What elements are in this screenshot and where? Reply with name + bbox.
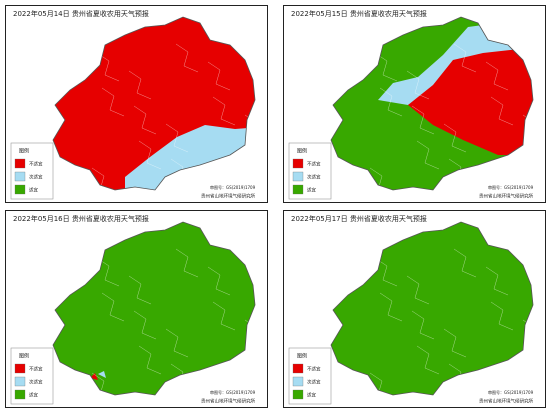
approval-number: 审图号：GS(2019)1709 [488,184,534,190]
legend-title: 图例 [297,148,307,155]
county-border [374,257,398,287]
legend-label: 适宜 [29,187,38,194]
legend-box [10,142,54,200]
institute-name: 贵州省山地环境气候研究所 [479,398,533,405]
county-border [443,328,467,358]
legend-swatch [292,376,304,387]
county-border [369,167,393,190]
province-outline [52,16,256,191]
county-border [443,123,467,153]
county-border [490,96,514,126]
panel-title: 2022年05月14日 贵州省夏收农用天气预报 [13,9,149,18]
county-border [453,248,477,278]
county-border [379,87,403,117]
legend-label: 不适宜 [307,366,321,373]
legend-label: 不适宜 [307,161,321,168]
legend-label: 次适宜 [29,379,43,386]
county-border [96,257,120,287]
county-border [212,301,236,331]
province-outline [52,221,256,396]
approval-number: 审图号：GS(2019)1709 [488,389,534,395]
county-border [165,123,189,153]
legend-swatch [14,158,26,169]
county-border [207,61,231,91]
legend-label: 适宜 [307,392,316,399]
county-border [138,140,162,170]
forecast-region [408,47,533,155]
panel-title: 2022年05月15日 贵州省夏收农用天气预报 [291,9,427,18]
forecast-region [98,371,106,378]
county-border [207,266,231,296]
legend-label: 适宜 [29,392,38,399]
institute-name: 贵州省山地环境气候研究所 [201,193,255,200]
legend-swatch [14,363,26,374]
county-border [128,275,152,305]
legend-label: 不适宜 [29,366,43,373]
county-border [91,167,115,190]
legend-label: 适宜 [307,187,316,194]
county-border [485,61,509,91]
county-border [175,248,199,278]
county-border [406,275,430,305]
institute-name: 贵州省山地环境气候研究所 [201,398,255,405]
legend-title: 图例 [19,148,29,155]
legend-swatch [14,376,26,387]
legend-label: 次适宜 [29,174,43,181]
county-border [175,43,199,73]
county-border [411,105,435,135]
legend-label: 不适宜 [29,161,43,168]
panel-title: 2022年05月16日 贵州省夏收农用天气预报 [13,214,149,223]
county-border [416,140,440,170]
legend-label: 次适宜 [307,379,321,386]
legend-title: 图例 [297,353,307,360]
county-border [165,328,189,358]
institute-name: 贵州省山地环境气候研究所 [479,193,533,200]
county-border [453,43,477,73]
county-border [369,372,393,395]
county-border [101,292,125,322]
county-border [411,310,435,340]
province-outline [330,221,534,396]
legend-swatch [292,363,304,374]
legend-swatch [292,158,304,169]
county-border [212,96,236,126]
county-border [485,266,509,296]
county-border [96,52,120,82]
legend-label: 次适宜 [307,174,321,181]
legend-swatch [14,171,26,182]
county-border [406,70,430,100]
panel-title: 2022年05月17日 贵州省夏收农用天气预报 [291,214,427,223]
county-border [379,292,403,322]
legend-swatch [292,171,304,182]
legend-title: 图例 [19,353,29,360]
legend-swatch [292,184,304,195]
approval-number: 审图号：GS(2019)1709 [210,389,256,395]
forecast-region [378,23,518,105]
county-border [91,372,115,395]
legend-swatch [14,389,26,400]
county-border [128,70,152,100]
county-border [416,345,440,375]
county-border [374,52,398,82]
legend-swatch [292,389,304,400]
county-border [101,87,125,117]
county-border [133,310,157,340]
county-border [133,105,157,135]
legend-swatch [14,184,26,195]
province-outline [330,16,534,191]
approval-number: 审图号：GS(2019)1709 [210,184,256,190]
county-border [490,301,514,331]
county-border [138,345,162,375]
